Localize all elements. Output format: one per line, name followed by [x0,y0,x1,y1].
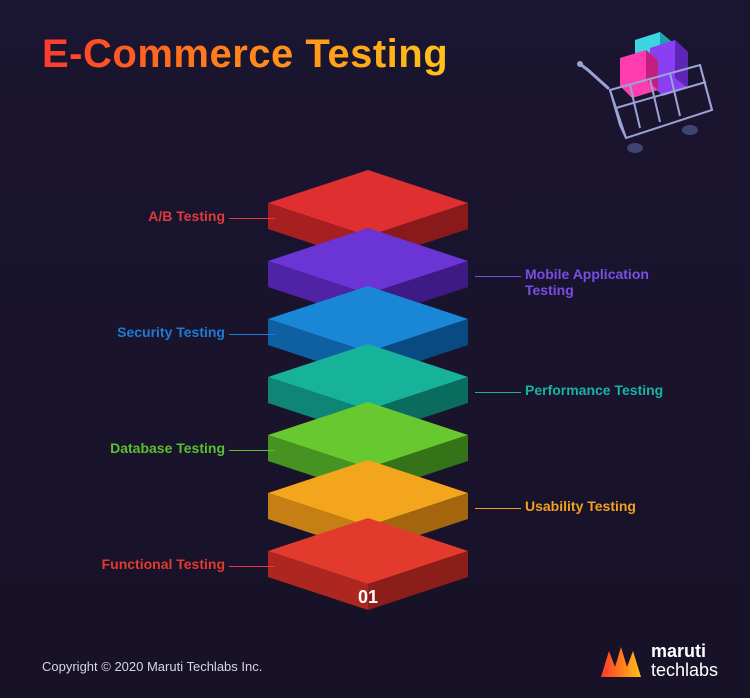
layer-label: Mobile ApplicationTesting [525,266,649,298]
logo-icon [601,643,641,679]
leader-line [229,450,275,451]
layer-label: Functional Testing [102,556,225,572]
leader-line [475,276,521,277]
page-title: E-Commerce Testing [42,32,448,77]
leader-line [475,392,521,393]
leader-line [229,218,275,219]
layer-label: Usability Testing [525,498,636,514]
leader-line [229,334,275,335]
leader-line [229,566,275,567]
shopping-cart-icon [570,20,720,165]
layer-label: A/B Testing [148,208,225,224]
layer-label: Performance Testing [525,382,663,398]
stack-layer: 01 [235,518,501,620]
logo-text: maruti techlabs [651,642,718,680]
layer-stack: 07 A/B Testing 06 Mobile ApplicationTest… [265,170,485,610]
layer-label: Security Testing [117,324,225,340]
svg-text:01: 01 [358,587,378,607]
leader-line [475,508,521,509]
footer-logo: maruti techlabs [601,642,718,680]
layer-label: Database Testing [110,440,225,456]
footer-copyright: Copyright © 2020 Maruti Techlabs Inc. [42,659,262,674]
